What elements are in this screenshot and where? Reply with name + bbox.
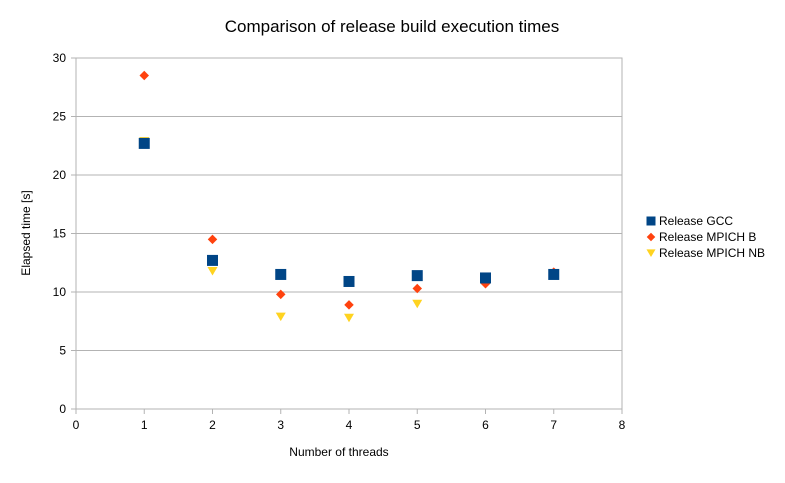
x-tick-label-7: 7 — [550, 418, 557, 432]
y-tick-label-2: 10 — [53, 285, 67, 299]
point-release-gcc-4 — [411, 270, 423, 282]
x-tick-label-0: 0 — [73, 418, 80, 432]
x-tick-label-3: 3 — [277, 418, 284, 432]
legend-marker-release-gcc — [646, 216, 656, 226]
x-tick-label-2: 2 — [209, 418, 216, 432]
point-release-mpich-b-0 — [139, 70, 149, 81]
point-release-gcc-3 — [343, 275, 355, 287]
legend-label-release-mpich-nb: Release MPICH NB — [659, 246, 765, 260]
y-tick-label-1: 5 — [59, 344, 66, 358]
point-release-mpich-nb-2 — [275, 312, 286, 322]
legend: Release GCC Release MPICH B Release MPICH … — [646, 214, 765, 260]
x-tick-label-6: 6 — [482, 418, 489, 432]
point-release-mpich-b-4 — [412, 283, 422, 294]
legend-label-release-gcc: Release GCC — [659, 214, 733, 228]
legend-marker-release-mpich-b — [646, 232, 656, 242]
point-release-mpich-nb-3 — [344, 313, 354, 323]
point-release-mpich-nb-4 — [412, 299, 423, 309]
point-release-gcc-1 — [207, 254, 218, 266]
point-release-mpich-b-2 — [276, 289, 286, 300]
legend-label-release-mpich-b: Release MPICH B — [659, 230, 756, 244]
point-release-mpich-nb-1 — [207, 266, 218, 276]
point-release-gcc-6 — [548, 268, 560, 280]
y-axis-label: Elapsed time [s] — [19, 190, 33, 275]
y-tick-label-0: 0 — [59, 402, 66, 416]
x-tick-label-1: 1 — [141, 418, 148, 432]
y-tick-label-3: 15 — [53, 227, 67, 241]
y-tick-label-5: 25 — [53, 110, 67, 124]
x-axis-label: Number of threads — [289, 445, 388, 459]
point-release-gcc-5 — [480, 272, 491, 284]
y-tick-label-4: 20 — [53, 168, 67, 182]
x-tick-label-8: 8 — [619, 418, 626, 432]
point-release-gcc-0 — [138, 137, 150, 149]
legend-marker-release-mpich-nb — [646, 249, 656, 258]
point-release-mpich-b-1 — [207, 234, 218, 245]
x-tick-label-4: 4 — [346, 418, 353, 432]
chart-title: Comparison of release build execution ti… — [225, 17, 560, 36]
x-tick-label-5: 5 — [414, 418, 421, 432]
y-tick-label-6: 30 — [53, 51, 67, 65]
plot-area: 0 5 10 15 20 25 30 0 1 2 3 4 5 6 7 8 — [53, 51, 626, 432]
point-release-mpich-b-3 — [344, 300, 354, 310]
point-release-gcc-2 — [275, 268, 287, 280]
